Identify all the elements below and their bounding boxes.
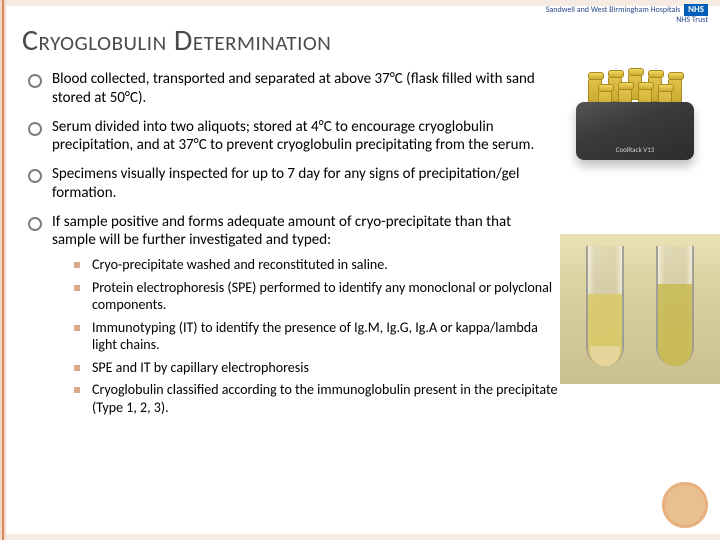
bullet-text: Specimens visually inspected for up to 7… [52, 165, 519, 202]
tube-fill [658, 284, 692, 366]
left-bar-inner [2, 0, 4, 540]
rack-label: CoolRack V13 [576, 145, 694, 154]
rack-body: CoolRack V13 [576, 102, 694, 160]
list-item: Serum divided into two aliquots; stored … [28, 118, 558, 156]
list-item: Cryo-precipitate washed and reconstitute… [74, 256, 558, 274]
corner-ring [662, 482, 708, 528]
bullet-text: Serum divided into two aliquots; stored … [52, 118, 534, 155]
list-item: Specimens visually inspected for up to 7… [28, 165, 558, 203]
main-list: Blood collected, transported and separat… [28, 70, 558, 416]
org-name: Sandwell and West Birmingham Hospitals [546, 5, 681, 15]
tube-right [650, 246, 700, 376]
list-item: Blood collected, transported and separat… [28, 70, 558, 108]
tube-left [580, 246, 630, 376]
bullet-text: Blood collected, transported and separat… [52, 70, 535, 107]
left-accent-bar [0, 0, 6, 540]
list-item: Protein electrophoresis (SPE) performed … [74, 279, 558, 314]
bottom-band [0, 534, 720, 540]
org-logo: Sandwell and West Birmingham Hospitals N… [546, 4, 708, 25]
corner-decoration [662, 482, 708, 528]
content-area: Blood collected, transported and separat… [28, 70, 558, 426]
sub-bullet-text: Cryo-precipitate washed and reconstitute… [92, 256, 388, 273]
sub-bullet-text: Cryoglobulin classified according to the… [92, 381, 557, 416]
slide: Sandwell and West Birmingham Hospitals N… [0, 0, 720, 540]
tubes-image [560, 234, 720, 384]
page-title: Cryoglobulin Determination [22, 22, 331, 59]
coolrack-image: CoolRack V13 [570, 68, 700, 163]
sub-bullet-text: Immunotyping (IT) to identify the presen… [92, 319, 538, 354]
list-item: Cryoglobulin classified according to the… [74, 381, 558, 416]
list-item: If sample positive and forms adequate am… [28, 213, 558, 417]
list-item: Immunotyping (IT) to identify the presen… [74, 319, 558, 354]
bullet-text: If sample positive and forms adequate am… [52, 213, 511, 250]
sub-bullet-text: Protein electrophoresis (SPE) performed … [92, 279, 552, 314]
org-trust: NHS Trust [676, 15, 708, 25]
list-item: SPE and IT by capillary electrophoresis [74, 359, 558, 377]
sub-list: Cryo-precipitate washed and reconstitute… [74, 256, 558, 416]
sub-bullet-text: SPE and IT by capillary electrophoresis [92, 359, 309, 376]
